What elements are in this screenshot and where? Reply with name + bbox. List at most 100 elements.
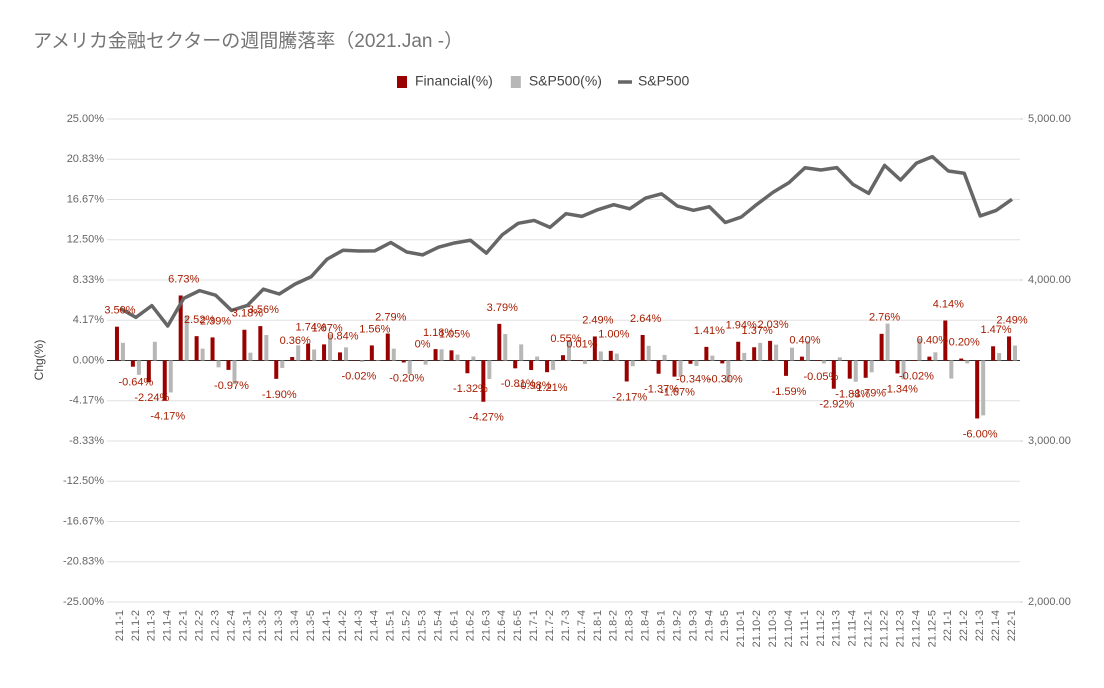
value-label: 2.39% <box>200 315 231 327</box>
bar <box>497 323 502 361</box>
x-tick-label: 21.11-2 <box>815 610 827 647</box>
bar <box>343 347 348 361</box>
value-label: 2.76% <box>869 312 900 324</box>
legend-item: S&P500(%) <box>510 73 602 89</box>
bar <box>290 357 295 361</box>
x-tick-label: 21.8-1 <box>592 610 604 641</box>
bar <box>768 340 773 361</box>
x-tick-label: 21.9-3 <box>687 610 699 641</box>
bar <box>975 360 980 419</box>
bar <box>232 360 237 385</box>
bar <box>688 360 693 364</box>
bar <box>280 360 285 368</box>
bar <box>194 336 199 361</box>
y-tick-label: 12.50% <box>67 234 105 246</box>
x-tick-label: 21.9-5 <box>719 610 731 641</box>
bar <box>513 360 518 369</box>
x-tick-label: 21.1-4 <box>162 610 174 641</box>
bar <box>640 334 645 361</box>
y2-tick-label: 4,000.00 <box>1028 274 1071 286</box>
bar <box>184 315 189 361</box>
x-tick-label: 21.10-4 <box>783 610 795 647</box>
bar <box>567 341 571 361</box>
bar <box>216 360 221 368</box>
bar <box>264 334 269 361</box>
bar <box>423 360 428 365</box>
bar <box>152 341 157 361</box>
value-label: 0% <box>415 338 431 350</box>
bar <box>136 360 141 375</box>
bar <box>869 360 874 373</box>
bar <box>981 360 986 416</box>
bar <box>471 356 476 361</box>
x-tick-label: 22.2-1 <box>1006 610 1018 641</box>
bar <box>481 360 486 402</box>
value-label: -4.17% <box>150 411 185 423</box>
bar <box>662 354 667 361</box>
bar <box>433 349 438 361</box>
bar <box>991 346 996 361</box>
bar <box>799 356 804 361</box>
x-tick-label: 21.3-5 <box>305 610 317 641</box>
bar <box>385 333 390 361</box>
bar <box>369 345 374 361</box>
bar <box>455 354 460 361</box>
bar <box>1007 336 1012 361</box>
bar <box>551 360 556 370</box>
value-label: 0.40% <box>917 335 948 347</box>
y-tick-label: 20.83% <box>67 153 105 165</box>
x-tick-label: 21.4-2 <box>337 610 349 641</box>
y-tick-label: 16.67% <box>67 193 105 205</box>
value-label: -2.17% <box>612 391 647 403</box>
y-axis-title: Chg(%) <box>32 340 46 381</box>
x-tick-label: 21.8-4 <box>640 610 652 641</box>
x-tick-label: 21.12-2 <box>879 610 891 647</box>
value-label: -1.79% <box>851 388 886 400</box>
bar <box>439 349 444 361</box>
bar <box>248 352 253 361</box>
value-label: 1.41% <box>694 325 725 337</box>
x-tick-label: 21.12-5 <box>926 610 938 647</box>
value-label: 3.79% <box>487 302 518 314</box>
bar <box>720 360 725 364</box>
bar <box>465 360 470 374</box>
y-tick-label: -20.83% <box>63 556 104 568</box>
x-tick-label: 21.7-4 <box>576 610 588 641</box>
value-label: -0.98% <box>517 380 552 392</box>
bar <box>879 333 884 361</box>
bar <box>710 355 715 361</box>
x-tick-label: 21.5-3 <box>417 610 429 641</box>
bar <box>917 338 922 361</box>
x-tick-label: 22.1-2 <box>958 610 970 641</box>
value-label: -2.24% <box>134 392 169 404</box>
x-tick-label: 22.1-3 <box>974 610 986 641</box>
bar <box>274 360 279 379</box>
value-label: -2.92% <box>819 399 854 411</box>
value-label: 2.49% <box>582 314 613 326</box>
x-tick-label: 21.12-1 <box>863 610 875 647</box>
x-tick-label: 21.11-3 <box>831 610 843 647</box>
chart-title: アメリカ金融セクターの週間騰落率（2021.Jan -） <box>33 30 463 52</box>
x-tick-label: 21.12-3 <box>894 610 906 647</box>
bar <box>210 337 215 361</box>
bar <box>815 360 820 361</box>
bar <box>736 341 741 361</box>
bar <box>535 356 540 361</box>
bar <box>847 360 852 379</box>
value-label: 1.56% <box>359 323 390 335</box>
x-tick-label: 21.6-4 <box>496 610 508 641</box>
x-tick-label: 22.1-4 <box>990 610 1002 641</box>
value-label: 1.47% <box>981 324 1012 336</box>
legend-swatch <box>510 76 521 88</box>
value-label: 1.37% <box>742 325 773 337</box>
value-label: -0.02% <box>899 371 934 383</box>
x-tick-label: 21.10-2 <box>751 610 763 647</box>
value-label: -0.64% <box>118 377 153 389</box>
value-label: 4.14% <box>933 298 964 310</box>
x-tick-label: 21.6-5 <box>512 610 524 641</box>
bar <box>1013 345 1018 361</box>
y2-tick-label: 2,000.00 <box>1028 596 1071 608</box>
x-tick-label: 21.2-3 <box>209 610 221 641</box>
value-label: -1.21% <box>533 382 568 394</box>
bar <box>242 329 247 361</box>
